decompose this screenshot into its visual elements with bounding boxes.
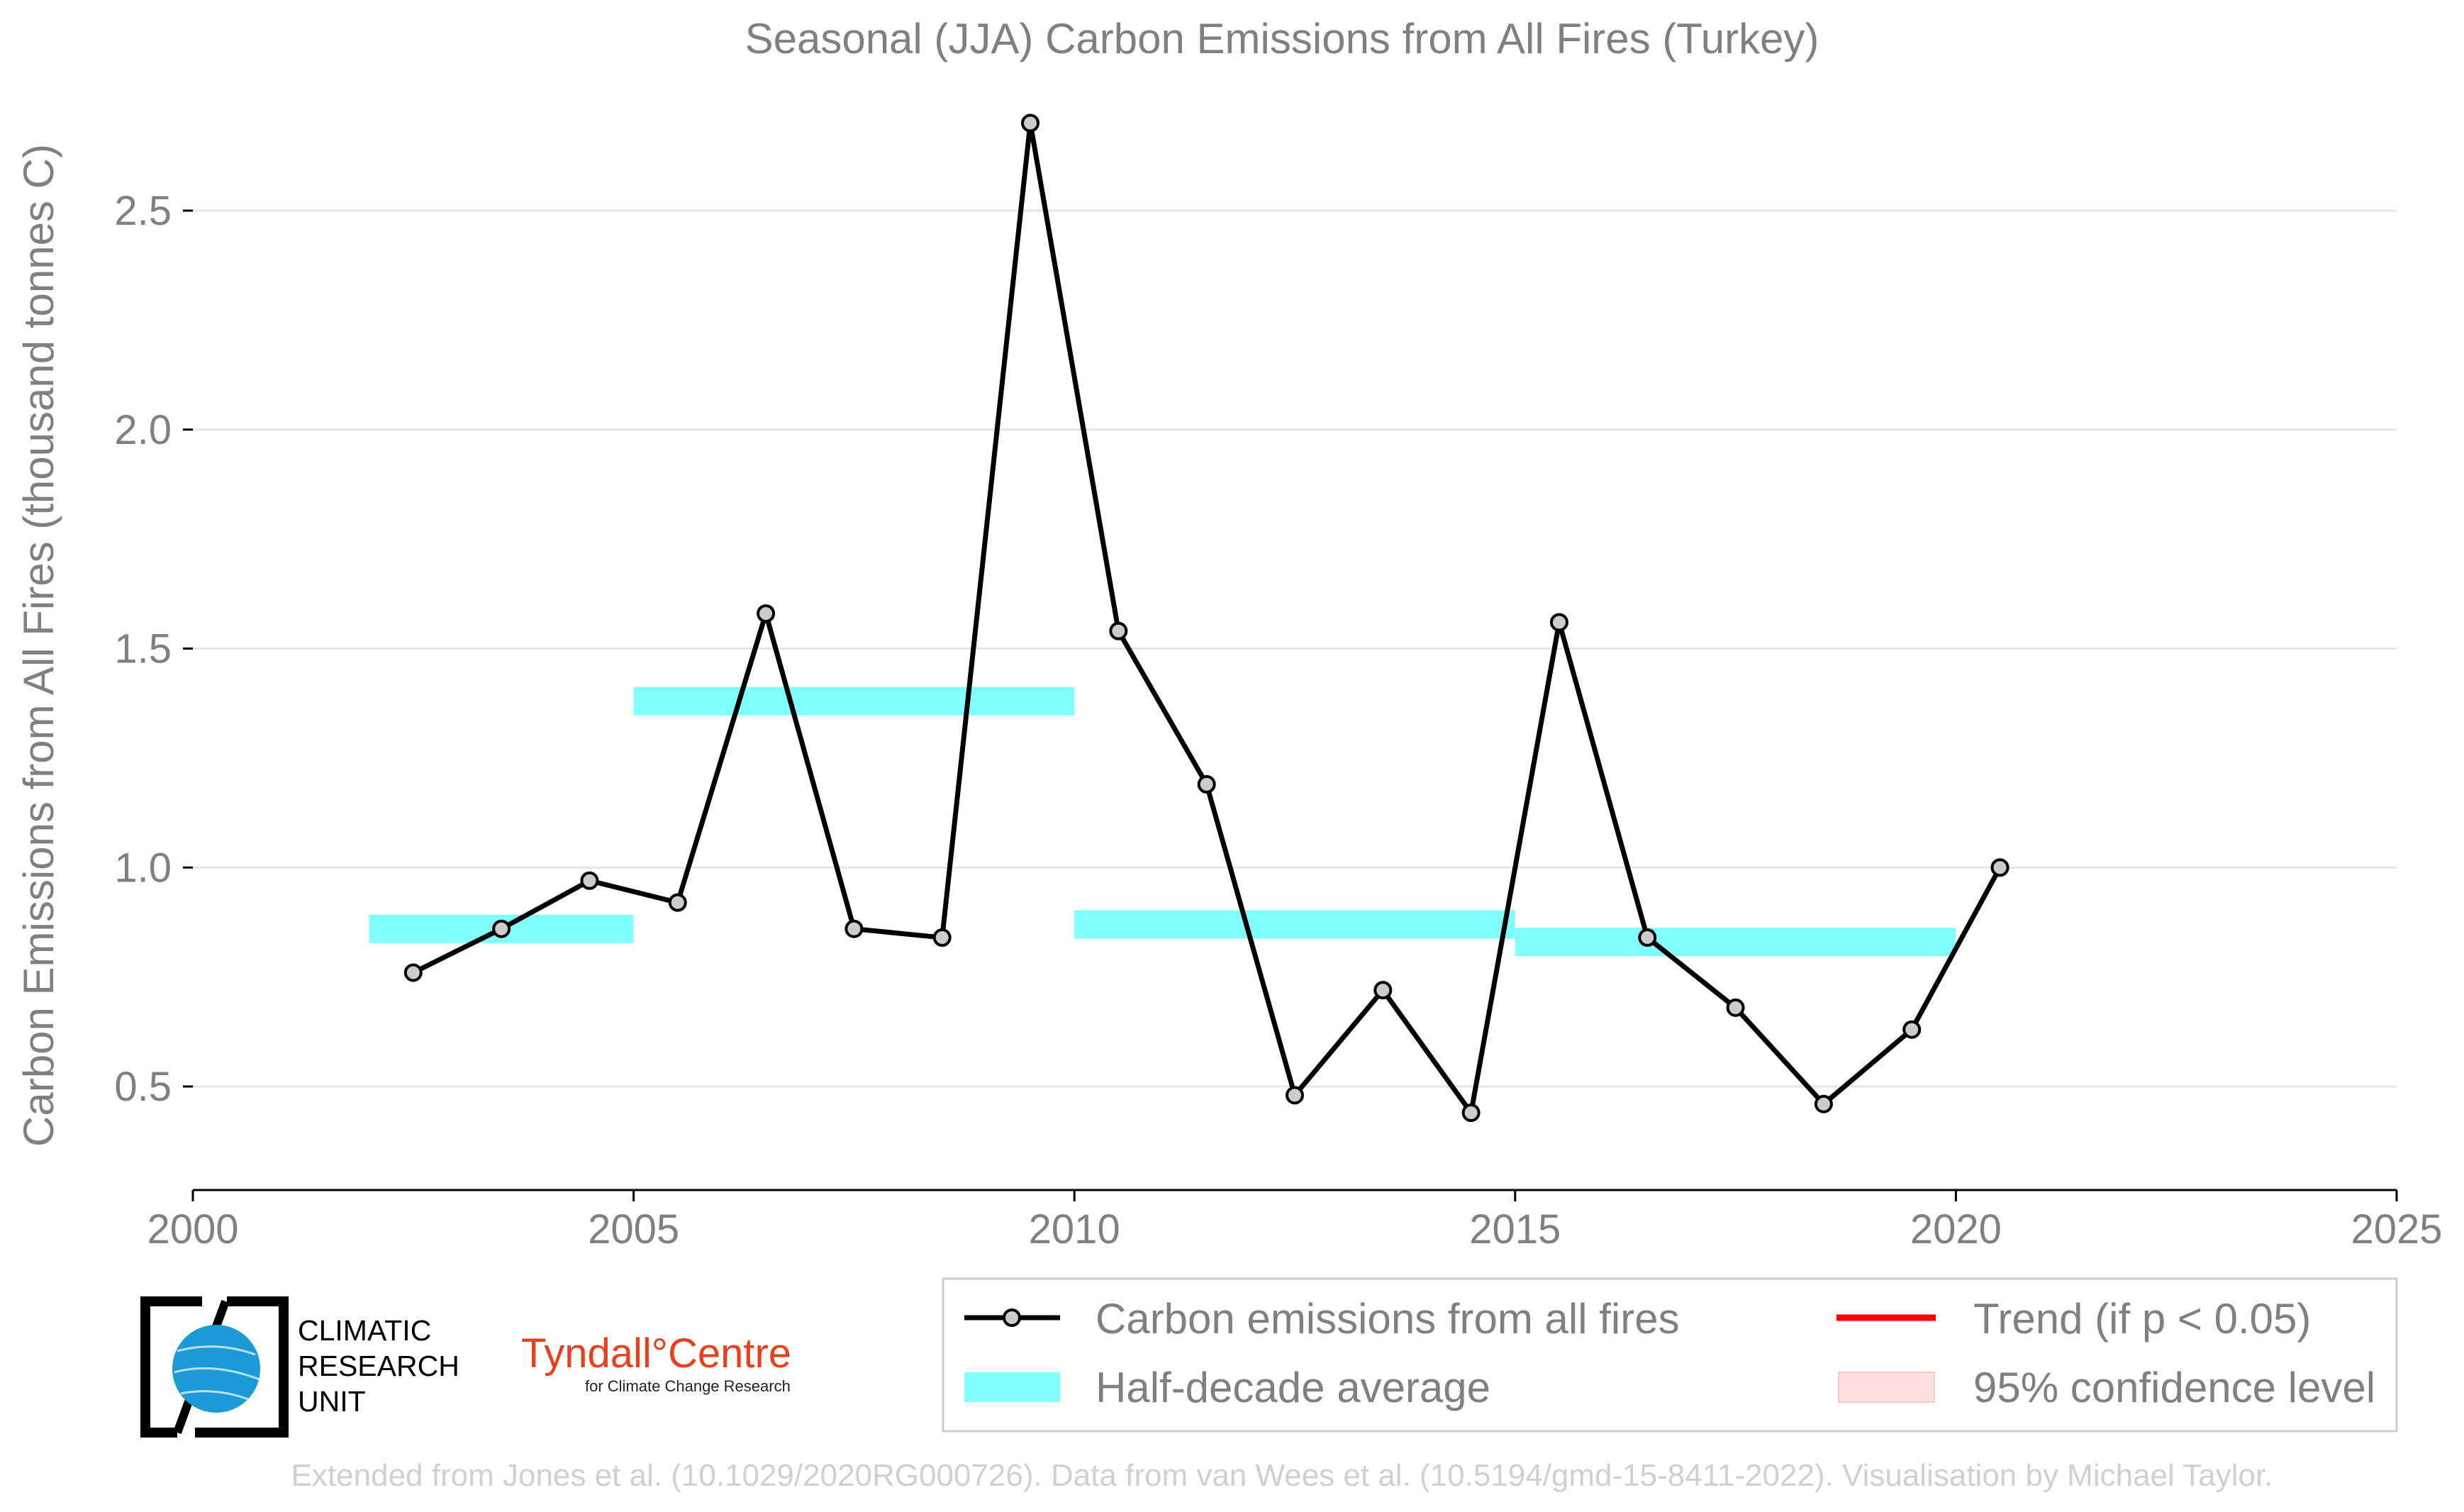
y-tick-label: 1.5 <box>114 626 172 672</box>
data-point <box>1373 981 1393 1000</box>
data-point <box>1638 928 1657 947</box>
half-decade-average-bands <box>369 686 1956 957</box>
legend-label-trend: Trend (if p < 0.05) <box>1973 1295 2311 1343</box>
tyndall-logo-title: Tyndall°Centre <box>521 1330 791 1377</box>
data-point <box>1109 621 1128 640</box>
data-point <box>1286 1086 1304 1105</box>
y-ticks: 0.5 1.0 1.5 2.0 2.5 <box>114 188 193 1110</box>
globe-icon-lines <box>174 1345 260 1402</box>
data-point <box>1726 998 1745 1017</box>
tyndall-logo-subtitle: for Climate Change Research <box>585 1377 791 1395</box>
data-point <box>757 604 776 623</box>
emissions-series <box>403 113 2009 1123</box>
data-point <box>1549 613 1568 632</box>
data-point <box>580 871 599 890</box>
cru-logo-bracket-right <box>195 1296 289 1438</box>
x-tick-label: 2005 <box>588 1206 679 1252</box>
legend-frame <box>942 1277 2398 1433</box>
legend-marker-swatch <box>1003 1308 1021 1327</box>
legend-label-half-decade: Half-decade average <box>1096 1364 1490 1411</box>
y-tick-label: 2.0 <box>114 407 172 453</box>
x-ticks: 2000 2005 2010 2015 2020 2025 <box>147 1190 2443 1252</box>
data-point <box>1814 1094 1833 1113</box>
data-point <box>844 919 864 938</box>
x-tick-label: 2020 <box>1910 1206 2002 1252</box>
y-tick-label: 2.5 <box>114 188 172 234</box>
data-point <box>668 893 687 912</box>
y-axis-label: Carbon Emissions from All Fires (thousan… <box>15 144 62 1147</box>
legend-label-emissions: Carbon emissions from all fires <box>1096 1295 1680 1343</box>
legend: Carbon emissions from all fires Trend (i… <box>942 1277 2398 1433</box>
data-point <box>1990 858 2009 877</box>
data-point <box>403 963 423 982</box>
tyndall-logo: Tyndall°Centre for Climate Change Resear… <box>521 1330 791 1395</box>
legend-confidence-swatch <box>1838 1372 1935 1403</box>
half-decade-average-bar <box>1515 928 1956 957</box>
data-point <box>1021 113 1040 133</box>
x-tick-label: 2015 <box>1469 1206 1561 1252</box>
legend-band-swatch <box>964 1372 1060 1402</box>
cru-logo-line-1: CLIMATIC <box>298 1314 431 1347</box>
data-point <box>1902 1020 1922 1039</box>
cru-logo-line-3: UNIT <box>298 1385 366 1418</box>
y-tick-label: 1.0 <box>114 845 172 891</box>
data-point <box>932 928 952 947</box>
credit-line: Extended from Jones et al. (10.1029/2020… <box>291 1458 2273 1493</box>
x-tick-label: 2025 <box>2351 1206 2442 1252</box>
x-tick-label: 2000 <box>147 1206 238 1252</box>
data-point <box>492 919 511 938</box>
half-decade-average-bar <box>633 686 1075 716</box>
x-tick-label: 2010 <box>1029 1206 1120 1252</box>
chart-title: Seasonal (JJA) Carbon Emissions from All… <box>745 15 1819 62</box>
cru-logo: CLIMATIC RESEARCH UNIT <box>140 1296 459 1438</box>
data-point <box>1197 774 1216 794</box>
cru-logo-bracket-left <box>140 1296 202 1438</box>
legend-label-confidence: 95% confidence level <box>1973 1364 2375 1411</box>
cru-logo-line-2: RESEARCH <box>298 1350 459 1382</box>
half-decade-average-bar <box>1074 910 1515 939</box>
gridlines <box>193 209 2397 1088</box>
y-tick-label: 0.5 <box>114 1064 172 1110</box>
data-point <box>1461 1104 1481 1123</box>
